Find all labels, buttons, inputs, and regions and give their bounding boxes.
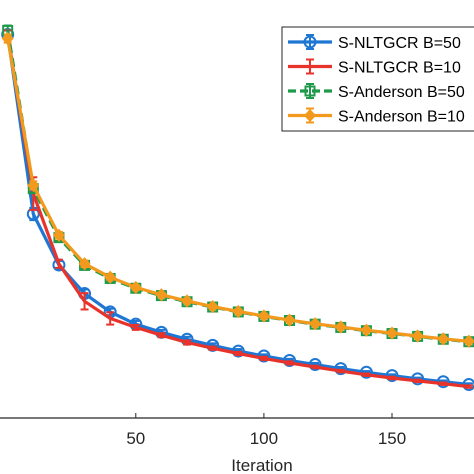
x-tick-layer: 50 100 150: [126, 413, 406, 448]
data-point-marker: [462, 334, 474, 348]
data-point-marker: [334, 320, 347, 334]
data-point-marker: [304, 85, 316, 97]
legend-item: S-Anderson B=10: [288, 107, 465, 126]
data-point-marker: [232, 304, 245, 319]
data-point-marker: [78, 257, 91, 271]
legend-item: S-Anderson B=50: [288, 83, 465, 101]
data-point-marker: [129, 280, 142, 295]
legend: S-NLTGCR B=50 S-NLTGCR B=10 S-Anderson B=5…: [281, 26, 474, 132]
legend-label: S-Anderson B=50: [338, 84, 465, 101]
data-point-marker: [1, 31, 14, 46]
legend-label: S-NLTGCR B=50: [338, 35, 461, 52]
legend-label: S-NLTGCR B=10: [338, 60, 461, 77]
x-tick-label: 50: [126, 429, 145, 448]
data-point-marker: [303, 35, 317, 49]
data-point-marker: [303, 108, 317, 123]
series-4: [1, 31, 474, 348]
data-point-marker: [283, 313, 296, 327]
data-point-marker: [104, 270, 117, 284]
data-point-marker: [257, 309, 270, 323]
x-tick-label: 100: [250, 429, 278, 448]
legend-item: S-NLTGCR B=10: [288, 58, 461, 77]
x-axis-label: Iteration: [231, 456, 292, 474]
data-point-marker: [181, 294, 194, 308]
legend-item: S-NLTGCR B=50: [288, 34, 461, 52]
data-point-marker: [155, 288, 168, 302]
data-point-marker: [309, 317, 322, 331]
data-point-marker: [206, 300, 219, 314]
data-point-marker: [359, 365, 373, 379]
series-2: [3, 29, 473, 389]
data-point-marker: [411, 329, 424, 343]
data-point-marker: [27, 178, 40, 193]
legend-label: S-Anderson B=10: [338, 109, 465, 126]
data-point-marker: [385, 369, 399, 383]
x-tick-label: 150: [378, 429, 406, 448]
data-point-marker: [437, 332, 450, 346]
data-point-marker: [52, 228, 65, 242]
data-point-marker: [385, 326, 399, 340]
data-point-marker: [360, 323, 373, 337]
series-layer: [1, 24, 474, 392]
